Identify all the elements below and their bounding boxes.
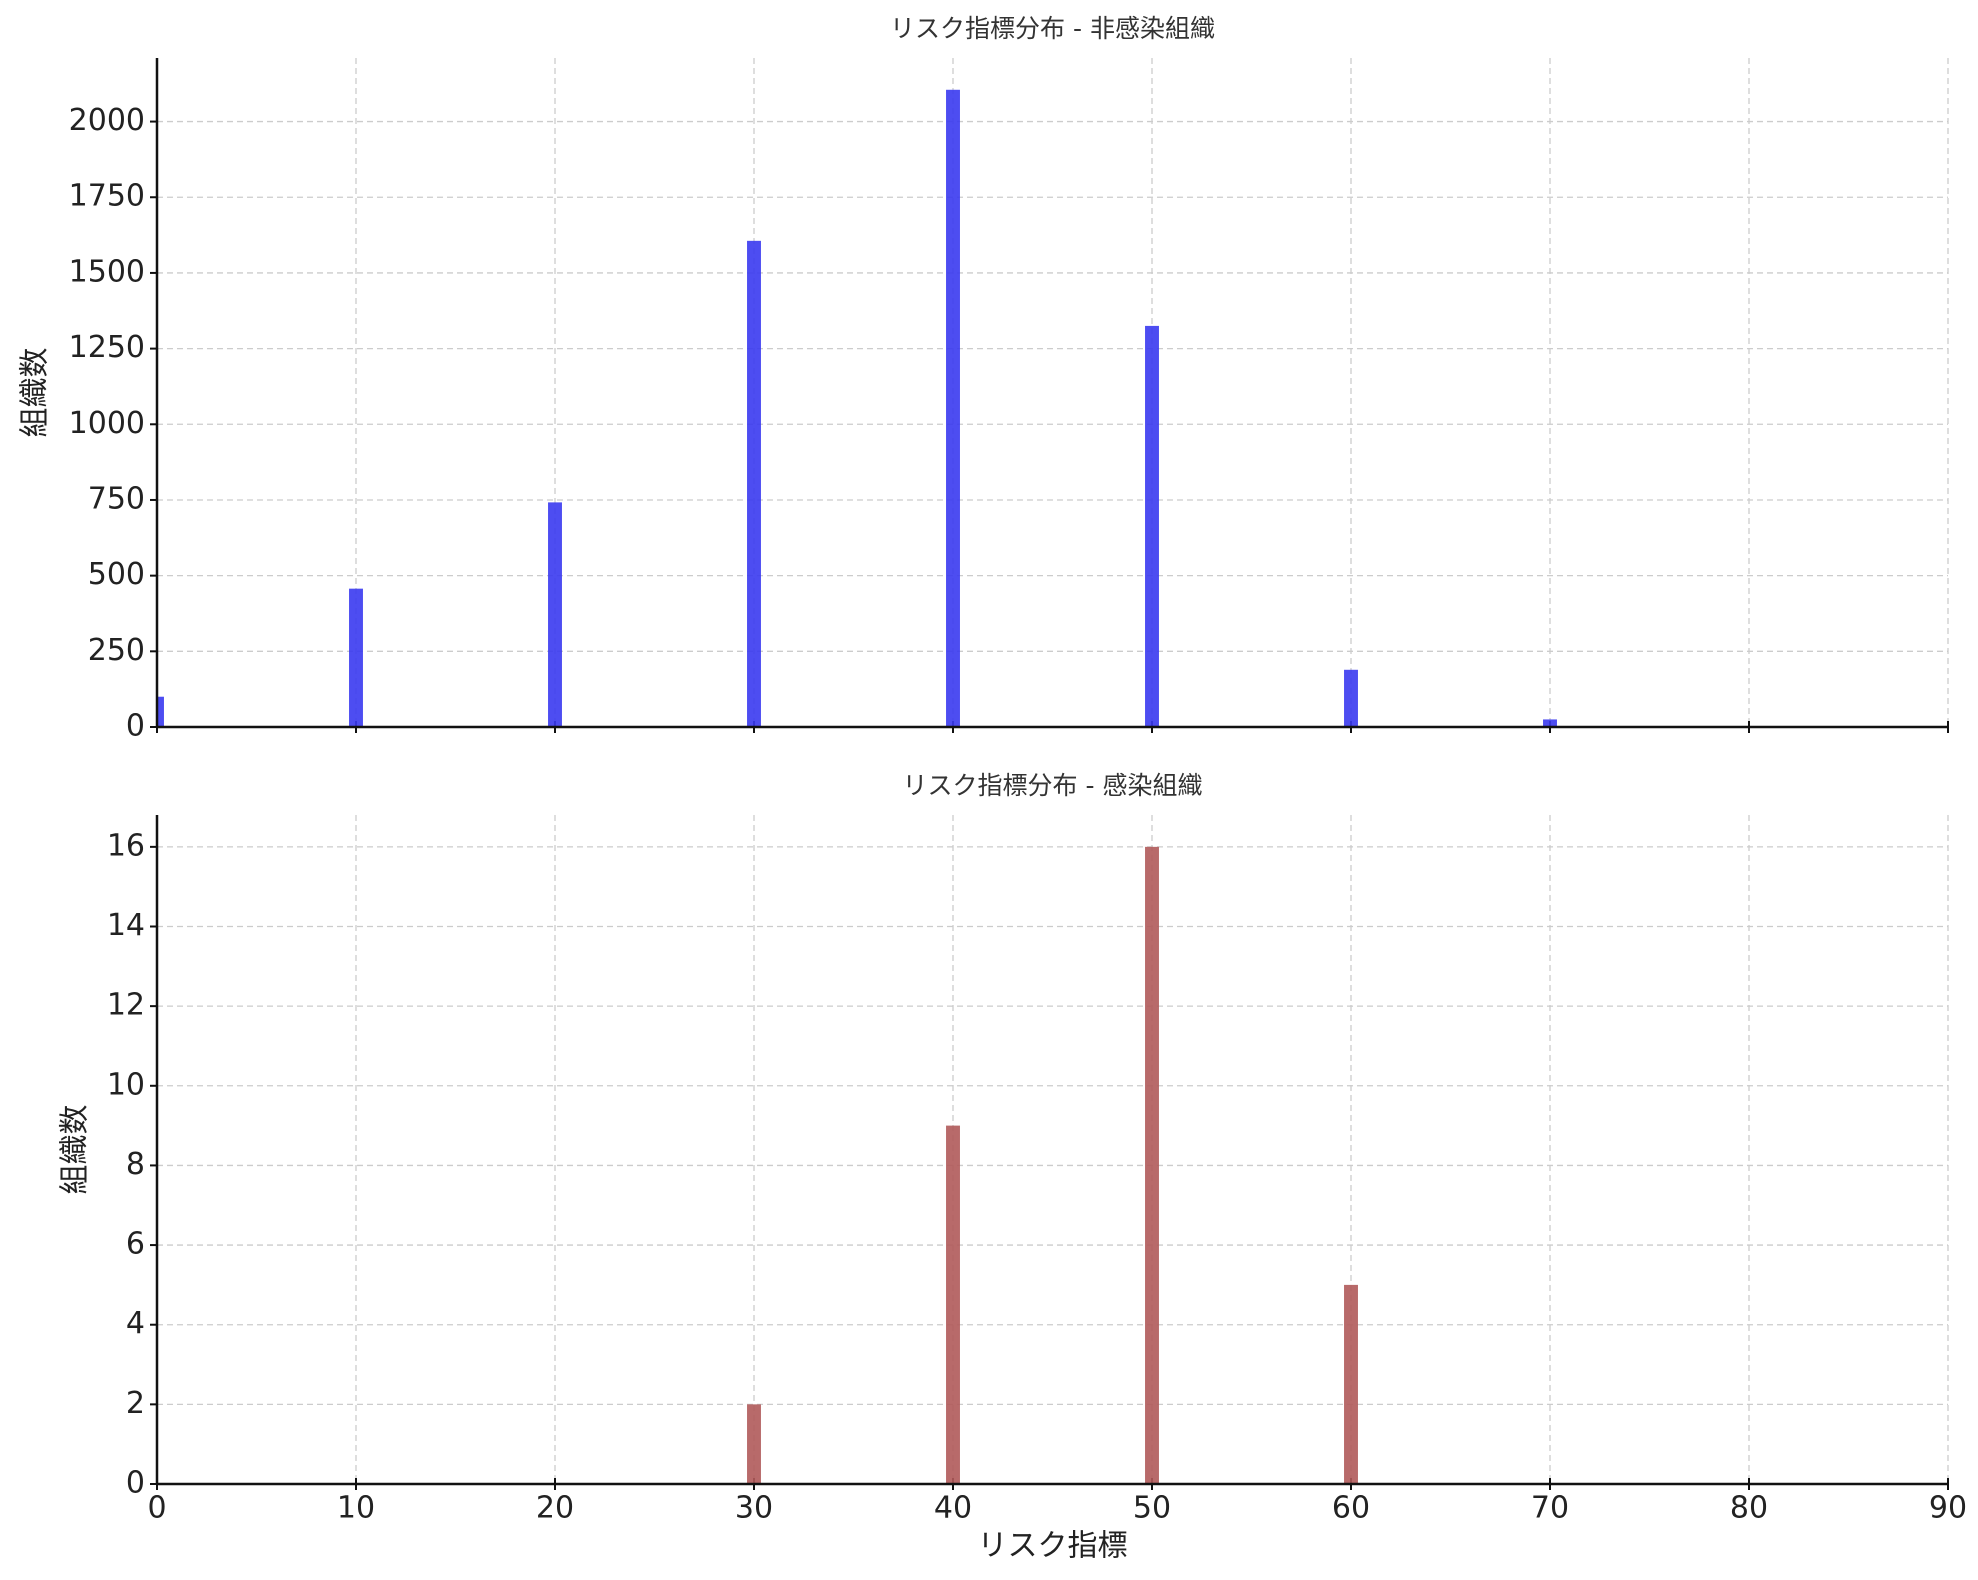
y-tick-label: 1750: [69, 179, 145, 214]
bar: [1145, 325, 1159, 727]
y-tick-label: 14: [107, 908, 145, 943]
y-tick-label: 2000: [69, 103, 145, 138]
bar: [548, 502, 562, 727]
bar: [946, 89, 960, 728]
y-tick-label: 8: [126, 1147, 145, 1182]
chart-title: リスク指標分布 - 感染組織: [903, 771, 1203, 800]
x-tick-label: 20: [536, 1491, 574, 1526]
y-tick-label: 0: [126, 709, 145, 744]
bar: [747, 240, 761, 727]
bar: [946, 1125, 960, 1484]
chart-title: リスク指標分布 - 非感染組織: [890, 14, 1215, 43]
bar: [1145, 846, 1159, 1484]
x-tick-label: 30: [735, 1491, 773, 1526]
bar: [1344, 1284, 1358, 1484]
x-tick-label: 60: [1332, 1491, 1370, 1526]
y-axis-label: 組織数: [18, 348, 53, 438]
y-tick-label: 1000: [69, 406, 145, 441]
bar: [349, 588, 363, 727]
bar: [747, 1404, 761, 1484]
x-tick-label: 70: [1531, 1491, 1569, 1526]
y-tick-label: 16: [107, 828, 145, 863]
x-tick-label: 50: [1133, 1491, 1171, 1526]
y-tick-label: 0: [126, 1466, 145, 1501]
x-tick-label: 80: [1730, 1491, 1768, 1526]
x-tick-label: 40: [934, 1491, 972, 1526]
y-tick-label: 12: [107, 988, 145, 1023]
y-tick-label: 250: [88, 633, 145, 668]
y-axis-label: 組織数: [58, 1105, 93, 1195]
y-tick-label: 750: [88, 481, 145, 516]
y-tick-label: 2: [126, 1386, 145, 1421]
y-tick-label: 500: [88, 557, 145, 592]
y-tick-label: 4: [126, 1306, 145, 1341]
x-tick-label: 90: [1929, 1491, 1967, 1526]
x-tick-label: 0: [147, 1491, 166, 1526]
x-axis-label: リスク指標: [978, 1529, 1128, 1564]
y-tick-label: 1250: [69, 330, 145, 365]
y-tick-label: 1500: [69, 254, 145, 289]
bar: [1543, 719, 1557, 727]
bar: [1344, 669, 1358, 727]
x-tick-label: 10: [337, 1491, 375, 1526]
y-tick-label: 6: [126, 1227, 145, 1262]
bar: [157, 696, 164, 727]
y-tick-label: 10: [107, 1067, 145, 1102]
